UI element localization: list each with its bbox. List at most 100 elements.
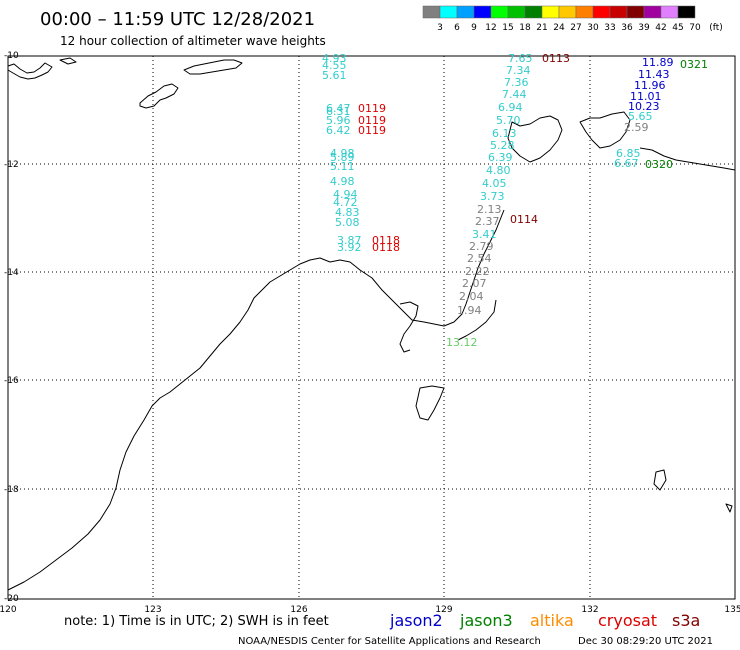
swh-value: 4.55: [322, 59, 347, 72]
legend-swatch: [677, 5, 696, 19]
swh-value: 5.28: [490, 139, 515, 152]
swh-value: 2.07: [462, 277, 487, 290]
swh-value: 4.98: [330, 175, 355, 188]
legend-label: 18: [519, 23, 531, 33]
track-time: 0119: [358, 124, 386, 137]
coastline-island-east: [653, 469, 667, 491]
swh-value: 7.36: [504, 76, 529, 89]
coastline-aru: [579, 111, 631, 149]
legend-swatch: [660, 5, 679, 19]
track-time: 0119: [358, 114, 386, 127]
legend-label: 15: [502, 23, 513, 33]
swh-value: 4.80: [486, 164, 511, 177]
sat-s3a: s3a: [672, 611, 700, 630]
sat-jason3: jason3: [459, 611, 513, 630]
swh-value: 6.85: [616, 147, 641, 160]
swh-value: 4.05: [482, 177, 507, 190]
swh-value: 6.31: [326, 105, 351, 118]
map-frame: [7, 55, 736, 600]
swh-value: 2.04: [459, 290, 484, 303]
swh-value: 4.94: [333, 188, 358, 201]
coastline-island-small: [59, 57, 77, 65]
coastline-new-guinea: [507, 115, 563, 163]
swh-value: 6.13: [492, 127, 517, 140]
swh-value: 3.92: [337, 241, 362, 254]
footer-note: note: 1) Time is in UTC; 2) SWH is in fe…: [64, 614, 329, 629]
lon-label: 126: [290, 605, 307, 615]
legend-swatch: [507, 5, 526, 19]
lat-label: -18: [4, 485, 19, 495]
swh-value: 4.72: [333, 196, 358, 209]
swh-value: 2.59: [624, 121, 649, 134]
generated-time: Dec 30 08:29:20 UTC 2021: [578, 636, 713, 647]
track-0320: 6.85 6.67 0320: [614, 147, 673, 171]
lon-label: 129: [435, 605, 452, 615]
track-time: 0119: [358, 102, 386, 115]
swh-value: 2.37: [475, 215, 500, 228]
swh-value: 4.98: [330, 147, 355, 160]
swh-value: 6.47: [326, 102, 351, 115]
swh-value: 10.23: [628, 100, 660, 113]
coastline-melville: [399, 301, 419, 353]
track-0321: 11.89 11.43 11.96 11.01 10.23 5.65 2.59 …: [624, 56, 708, 134]
page-title: 00:00 – 11:59 UTC 12/28/2021: [40, 9, 315, 30]
legend-swatch: [541, 5, 560, 19]
lat-label: -20: [4, 594, 19, 604]
track-0113: 7.65 7.34 7.36 7.44 6.94 5.70 6.13 5.28 …: [480, 52, 570, 203]
swh-value: 7.65: [508, 52, 533, 65]
coastline-island-east-2: [725, 503, 733, 513]
swh-value: 6.42: [326, 124, 351, 137]
swh-value: 2.13: [477, 203, 502, 216]
legend-swatch: [473, 5, 492, 19]
track-time: 0118: [372, 234, 400, 247]
sat-jason2: jason2: [389, 611, 443, 630]
swh-value: 1.94: [457, 304, 482, 317]
legend-label: 24: [553, 23, 565, 33]
swh-value: 5.70: [496, 114, 521, 127]
swh-value: 11.01: [630, 90, 662, 103]
legend-label: 9: [471, 23, 477, 33]
legend-swatch: [575, 5, 594, 19]
swh-value: 6.94: [498, 101, 523, 114]
lon-label: 120: [0, 605, 17, 615]
credit: NOAA/NESDIS Center for Satellite Applica…: [238, 636, 541, 647]
legend-swatch: [626, 5, 645, 19]
lat-label: -12: [4, 160, 19, 170]
legend-label: 21: [536, 23, 547, 33]
lon-label: 123: [144, 605, 161, 615]
legend-label: 27: [570, 23, 581, 33]
lat-label: -10: [4, 51, 19, 61]
lat-label: -16: [4, 376, 19, 386]
swh-value: 5.11: [330, 160, 355, 173]
legend-label: 70: [689, 23, 701, 33]
track-0114: 2.13 2.37 3.41 2.79 2.54 2.22 2.07 2.04 …: [446, 203, 538, 349]
legend-label: 33: [604, 23, 615, 33]
legend-swatch: [609, 5, 628, 19]
swh-value: 2.79: [469, 240, 494, 253]
legend-label: 30: [587, 23, 599, 33]
lon-label: 132: [581, 605, 598, 615]
coastline-groote: [415, 385, 445, 421]
legend-swatch: [592, 5, 611, 19]
swh-value: 5.61: [322, 69, 347, 82]
swh-value: 4.83: [335, 206, 360, 219]
legend-swatch: [439, 5, 458, 19]
swh-value: 2.22: [465, 265, 490, 278]
legend-label: 42: [655, 23, 666, 33]
legend-swatch: [524, 5, 543, 19]
swh-value: 11.96: [634, 79, 666, 92]
legend-label: 36: [621, 23, 633, 33]
track-0119: 4.93 4.55 5.61 6.47 6.31 5.96 6.42 0119 …: [322, 52, 386, 137]
swh-value: 6.67: [614, 157, 639, 170]
track-time: 0321: [680, 58, 708, 71]
swh-value: 3.87: [337, 234, 362, 247]
swh-value: 7.44: [502, 88, 527, 101]
swh-value: 2.54: [467, 252, 492, 265]
legend-swatch: [422, 5, 441, 19]
coastline-wetar: [139, 83, 179, 109]
legend-label: 6: [454, 23, 460, 33]
swh-value: 3.73: [480, 190, 505, 203]
swh-value: 5.89: [330, 151, 355, 164]
track-0118: 4.98 5.89 5.11 4.98 4.94 4.72 4.83 5.08 …: [330, 147, 400, 254]
